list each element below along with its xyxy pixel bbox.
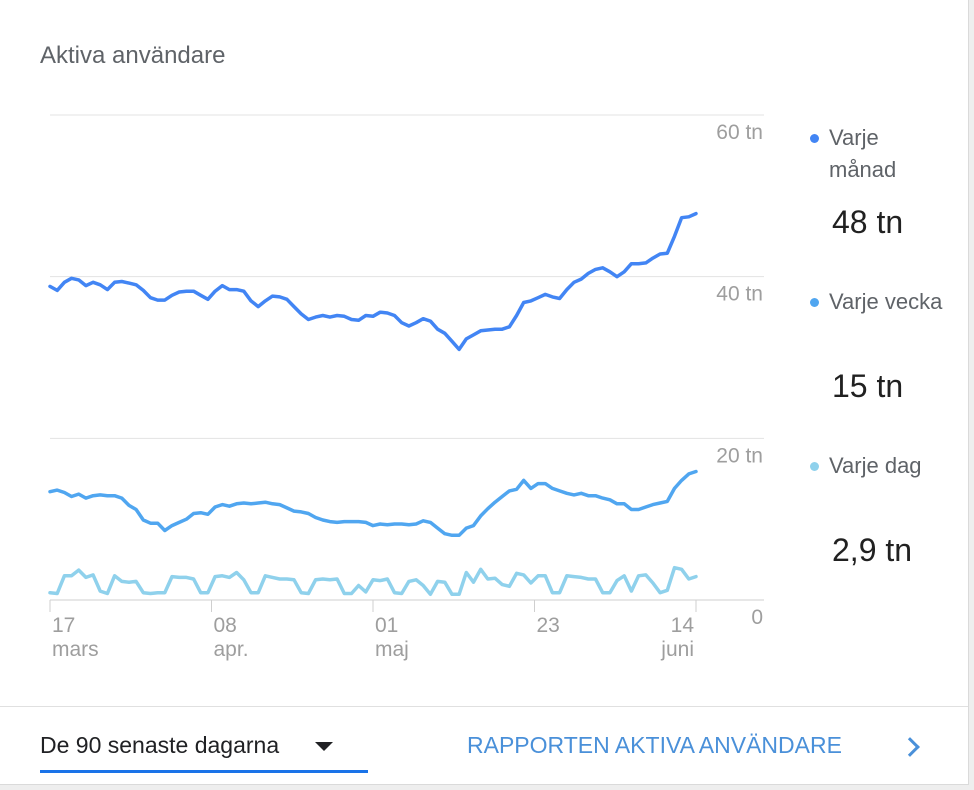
x-tick-day-label: 14 <box>671 614 695 637</box>
legend-label-weekly: Varje vecka <box>829 289 943 314</box>
date-range-label: De 90 senaste dagarna <box>40 732 280 758</box>
x-tick-month-label: juni <box>660 638 694 661</box>
legend-value-weekly: 15 tn <box>832 368 904 404</box>
x-tick-month-label: mars <box>52 638 99 661</box>
legend-dot-icon <box>810 462 819 471</box>
series-line-varje-dag <box>48 565 698 597</box>
caret-down-icon <box>315 742 333 751</box>
legend-label-daily: Varje dag <box>829 453 922 478</box>
footer-divider <box>0 706 968 707</box>
series-line-varje-månad <box>48 211 698 352</box>
y-tick-label: 40 tn <box>716 283 763 306</box>
x-tick-day-label: 23 <box>537 614 560 637</box>
legend-value-daily: 2,9 tn <box>832 532 913 568</box>
legend-dot-icon <box>810 134 819 143</box>
date-range-dropdown[interactable]: De 90 senaste dagarna <box>40 728 368 773</box>
x-tick-month-label: maj <box>375 638 409 661</box>
x-tick-month-label: apr. <box>214 638 249 661</box>
legend-dot-icon <box>810 298 819 307</box>
legend-label-monthly: Varje månad <box>829 125 897 182</box>
legend-value-monthly: 48 tn <box>832 204 904 240</box>
card-title: Aktiva användare <box>40 42 226 69</box>
report-link-label: RAPPORTEN AKTIVA ANVÄNDARE <box>467 732 842 758</box>
y-tick-label: 20 tn <box>716 444 763 467</box>
x-tick-day-label: 17 <box>52 614 75 637</box>
x-tick-day-label: 08 <box>214 614 237 637</box>
y-tick-label: 0 <box>751 606 763 629</box>
x-tick-day-label: 01 <box>375 614 398 637</box>
chevron-right-icon <box>900 737 920 757</box>
y-tick-label: 60 tn <box>716 121 763 144</box>
series-line-varje-vecka <box>48 469 698 538</box>
